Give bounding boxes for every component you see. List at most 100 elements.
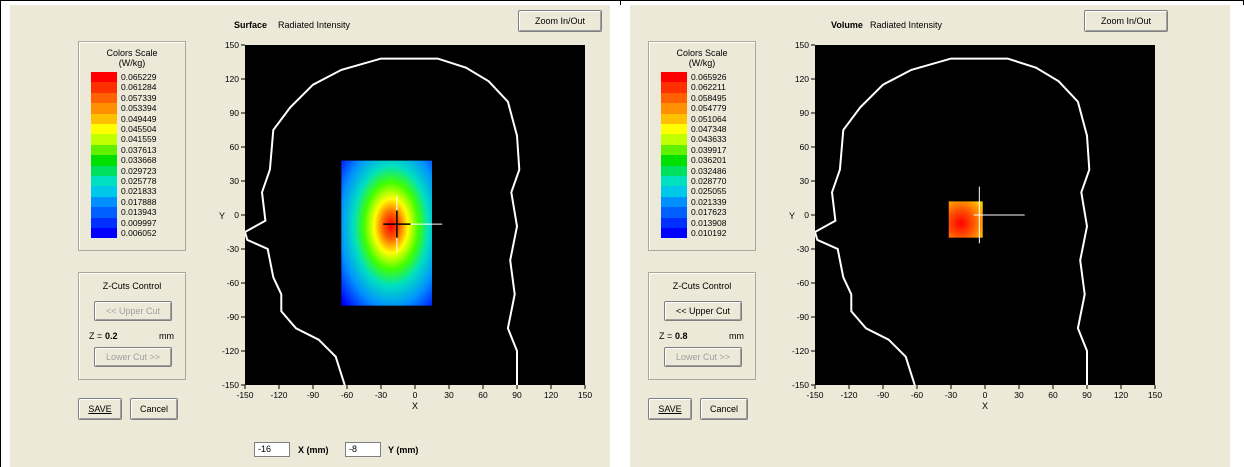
legend-swatch [661,207,687,218]
legend-value: 0.037613 [121,144,157,155]
z-label: Z = [659,331,673,341]
legend-swatch [661,134,687,145]
y-coordinate-field[interactable]: -8 [345,442,381,457]
legend-swatch [661,165,687,176]
legend-swatch [91,228,117,239]
x-tick-label: -120 [270,390,287,400]
legend-value: 0.054779 [691,103,727,114]
y-tick-label: 150 [795,40,809,50]
intensity-map [948,201,983,238]
x-tick-label: 90 [1082,390,1092,400]
y-axis-label: Y [219,211,225,221]
plot-mode-title: Surface [234,20,268,30]
y-tick-label: -90 [797,312,810,322]
legend-value: 0.010192 [691,228,727,238]
legend-swatch [661,186,687,197]
cancel-button[interactable]: Cancel [700,398,748,420]
legend-swatch [91,72,117,83]
zoom-button[interactable]: Zoom In/Out [518,10,602,32]
color-scale-legend: Colors Scale (W/kg) 0.065926 0.062211 0.05… [648,41,756,251]
save-button[interactable]: SAVE [648,398,692,420]
legend-unit: (W/kg) [688,58,716,68]
legend-swatch [91,103,117,114]
legend-swatch [91,186,117,197]
legend-swatch [91,113,117,124]
legend-value: 0.036201 [691,155,727,166]
x-coordinate-field[interactable]: -16 [254,442,290,457]
lower-cut-button[interactable]: Lower Cut >> [664,347,742,367]
x-tick-label: -60 [911,390,924,400]
legend-value: 0.032486 [691,165,727,176]
y-tick-label: 90 [230,108,240,118]
x-tick-label: 60 [478,390,488,400]
legend-swatch [661,82,687,93]
y-coordinate-label: Y (mm) [388,445,419,455]
legend-swatch [661,124,687,135]
z-unit: mm [159,331,174,341]
legend-value: 0.009997 [121,217,157,228]
intensity-map [341,160,432,306]
x-tick-label: 150 [578,390,592,400]
plot-subtitle: Radiated Intensity [870,20,943,30]
legend-swatch [661,155,687,166]
legend-value: 0.025778 [121,176,157,186]
color-scale-legend: Colors Scale (W/kg) 0.065229 0.061284 0.05… [78,41,186,251]
zoom-button[interactable]: Zoom In/Out [1084,10,1168,32]
y-tick-label: 120 [795,74,809,84]
y-tick-label: -60 [227,278,240,288]
legend-value: 0.025055 [691,186,727,197]
head-outline [815,57,1091,385]
volume-plot: 150 120 90 60 30 0 -30 -60 -90 -120 -150-150 -120 -9… [789,40,1162,411]
y-tick-label: 60 [230,142,240,152]
legend-swatch [91,134,117,145]
x-tick-label: -150 [236,390,253,400]
zcuts-title: Z-Cuts Control [672,281,732,291]
legend-swatch [661,176,687,187]
legend-value: 0.061284 [121,82,157,93]
legend-title: Colors Scale [676,48,728,58]
x-tick-label: 30 [444,390,454,400]
legend-value: 0.033668 [121,155,157,166]
legend-value: 0.065229 [121,72,157,82]
x-axis-label: X [982,401,988,411]
x-tick-label: -120 [840,390,857,400]
y-tick-label: -30 [227,244,240,254]
legend-value: 0.028770 [691,176,727,186]
legend-value: 0.047348 [691,124,727,134]
y-tick-label: -30 [797,244,810,254]
x-tick-label: 0 [983,390,988,400]
surface-plot: 150 120 90 60 30 0 -30 -60 -90 -120 -150-150 -120 -9… [219,40,592,411]
cancel-button[interactable]: Cancel [130,398,178,420]
x-tick-label: 60 [1048,390,1058,400]
y-tick-label: -150 [222,380,239,390]
x-tick-label: -60 [341,390,354,400]
z-cuts-control: Z-Cuts Control << Upper Cut Z = 0.2 mm L… [78,272,186,380]
plot-mode-title: Volume [831,20,863,30]
legend-value: 0.006052 [121,228,157,238]
legend-swatch [91,207,117,218]
legend-value: 0.057339 [121,92,157,103]
legend-value: 0.049449 [121,113,157,124]
upper-cut-button[interactable]: << Upper Cut [94,301,172,321]
volume-panel: Volume Radiated Intensity Zoom In/Out Co… [630,5,1230,467]
z-label: Z = [89,331,103,341]
x-tick-label: 30 [1014,390,1024,400]
x-tick-label: -150 [806,390,823,400]
z-value: 0.2 [105,331,118,341]
legend-value: 0.058495 [691,92,727,103]
surface-panel: Surface Radiated Intensity Zoom In/Out C… [10,5,610,467]
legend-swatch [91,217,117,228]
y-tick-label: 0 [234,210,239,220]
save-button[interactable]: SAVE [78,398,122,420]
upper-cut-button[interactable]: << Upper Cut [664,301,742,321]
center-divider [620,0,621,5]
y-tick-label: 0 [804,210,809,220]
x-coordinate-label: X (mm) [298,445,329,455]
x-axis-label: X [412,401,418,411]
x-tick-label: -90 [877,390,890,400]
legend-unit: (W/kg) [118,58,146,68]
lower-cut-button[interactable]: Lower Cut >> [94,347,172,367]
y-axis-label: Y [789,211,795,221]
x-tick-label: -30 [375,390,388,400]
x-tick-label: 0 [413,390,418,400]
